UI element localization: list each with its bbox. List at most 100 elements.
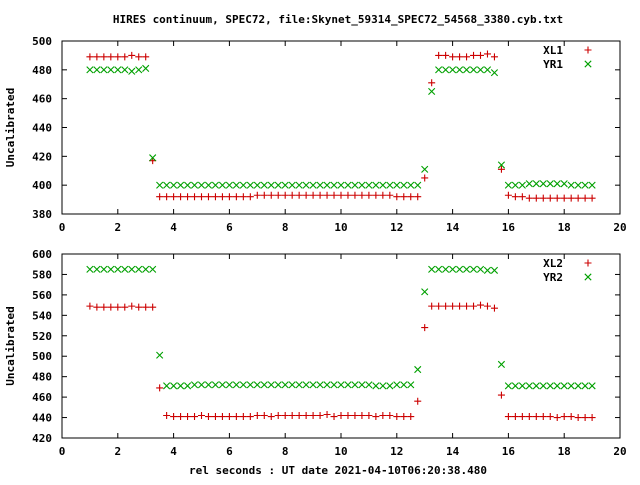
panel-2-point-xl2	[532, 413, 540, 421]
panel-2-point-xl2	[518, 413, 526, 421]
panel-1-point-xl1	[365, 191, 373, 199]
panel-2-point-yr2	[107, 265, 115, 273]
panel-2-point-yr2	[379, 382, 387, 390]
panel-2-point-xl2	[553, 414, 561, 422]
panel-2-point-xl2	[302, 412, 310, 420]
panel-1-point-yr1	[435, 66, 443, 74]
panel-1-point-xl1	[518, 193, 526, 201]
panel-2-x-tick-label: 0	[59, 445, 66, 458]
panel-1-point-yr1	[128, 67, 136, 75]
panel-1-point-xl1	[372, 191, 380, 199]
panel-2-point-yr2	[365, 381, 373, 389]
panel-2-series-xl2	[86, 301, 596, 422]
panel-1-point-xl1	[177, 193, 185, 201]
panel-1-point-xl1	[442, 51, 450, 59]
panel-2-point-yr2	[546, 382, 554, 390]
panel-1-point-xl1	[93, 53, 101, 61]
panel-1-y-tick-label: 400	[32, 179, 52, 192]
panel-2-point-xl2	[435, 302, 443, 310]
panel-1-point-yr1	[358, 181, 366, 189]
panel-2-point-yr2	[330, 381, 338, 389]
panel-2-point-xl2	[449, 302, 457, 310]
panel-2-point-xl2	[497, 391, 505, 399]
panel-2-point-yr2	[469, 265, 478, 273]
panel-2-point-xl2	[358, 412, 366, 420]
panel-1-point-yr1	[274, 181, 282, 189]
panel-1-point-yr1	[225, 181, 233, 189]
panel-1-y-tick-label: 420	[32, 150, 52, 163]
panel-1-point-xl1	[100, 53, 108, 61]
panel-1-point-yr1	[316, 181, 324, 189]
panel-2-point-yr2	[504, 382, 512, 390]
panel-2-point-yr2	[253, 381, 261, 389]
panel-1-point-xl1	[386, 191, 394, 199]
panel-2-point-xl2	[267, 413, 275, 421]
panel-2-point-yr2	[455, 265, 464, 273]
panel-2-point-xl2	[574, 414, 582, 422]
panel-1-point-xl1	[114, 53, 122, 61]
panel-1-series-yr1	[86, 64, 596, 189]
panel-2-point-yr2	[518, 382, 526, 390]
panel-2-point-xl2	[442, 302, 450, 310]
panel-1-point-yr1	[511, 181, 519, 189]
panel-1-point-yr1	[567, 181, 575, 189]
panel-1-point-yr1	[490, 69, 499, 77]
panel-2-point-yr2	[281, 381, 289, 389]
panel-2-point-xl2	[511, 413, 519, 421]
panel-1-point-yr1	[330, 181, 338, 189]
panel-2-point-xl2	[323, 410, 331, 418]
panel-2-point-xl2	[128, 302, 136, 310]
panel-2-point-yr2	[414, 365, 422, 374]
panel-1-point-xl1	[232, 193, 240, 201]
panel-1-point-yr1	[421, 165, 429, 173]
panel-1-legend-marker-xl1	[584, 46, 592, 54]
panel-1-series-xl1	[86, 50, 596, 202]
panel-1-y-tick-label: 380	[32, 208, 52, 221]
panel-2-point-xl2	[274, 412, 282, 420]
panel-2-point-xl2	[184, 413, 192, 421]
panel-1-point-xl1	[567, 194, 575, 202]
panel-2-point-yr2	[344, 381, 352, 389]
panel-1-point-yr1	[560, 180, 568, 188]
panel-2-point-yr2	[476, 265, 485, 273]
panel-1-point-yr1	[386, 181, 394, 189]
panel-1-point-yr1	[497, 161, 506, 169]
panel-2-point-xl2	[567, 413, 575, 421]
panel-1-point-xl1	[470, 51, 478, 59]
panel-1-point-xl1	[295, 191, 303, 199]
panel-1-point-xl1	[344, 191, 352, 199]
panel-1-point-xl1	[400, 193, 408, 201]
panel-2-point-yr2	[295, 381, 303, 389]
panel-2-point-yr2	[135, 265, 143, 273]
panel-1-point-xl1	[421, 174, 429, 182]
panel-2-point-yr2	[490, 266, 499, 274]
panel-2-point-yr2	[421, 288, 429, 296]
panel-1-point-yr1	[428, 87, 436, 96]
panel-1-y-tick-label: 480	[32, 64, 52, 77]
panel-2-point-yr2	[462, 265, 471, 273]
panel-2-point-xl2	[198, 412, 205, 420]
panel-2-point-xl2	[253, 412, 261, 420]
panel-1-point-xl1	[449, 53, 457, 61]
panel-2-point-yr2	[574, 382, 582, 390]
panel-2-point-yr2	[567, 382, 575, 390]
panel-1-point-xl1	[393, 193, 401, 201]
panel-2-point-xl2	[483, 302, 491, 310]
panel-2-point-xl2	[525, 413, 533, 421]
panel-2-frame	[61, 253, 621, 439]
panel-2-point-xl2	[211, 413, 219, 421]
panel-1-point-xl1	[553, 194, 561, 202]
panel-2-point-yr2	[539, 382, 547, 390]
panel-1-point-yr1	[163, 181, 171, 189]
panel-1-point-xl1	[414, 193, 422, 201]
panel-1-point-xl1	[497, 165, 505, 173]
panel-1-point-yr1	[462, 66, 471, 74]
panel-2-point-yr2	[309, 381, 317, 389]
panel-1-point-yr1	[379, 181, 387, 189]
panel-1-point-xl1	[239, 193, 247, 201]
panel-1-point-xl1	[428, 79, 436, 87]
panel-1-point-yr1	[232, 181, 240, 189]
panel-2-point-yr2	[121, 265, 129, 273]
panel-2-point-xl2	[546, 413, 554, 421]
